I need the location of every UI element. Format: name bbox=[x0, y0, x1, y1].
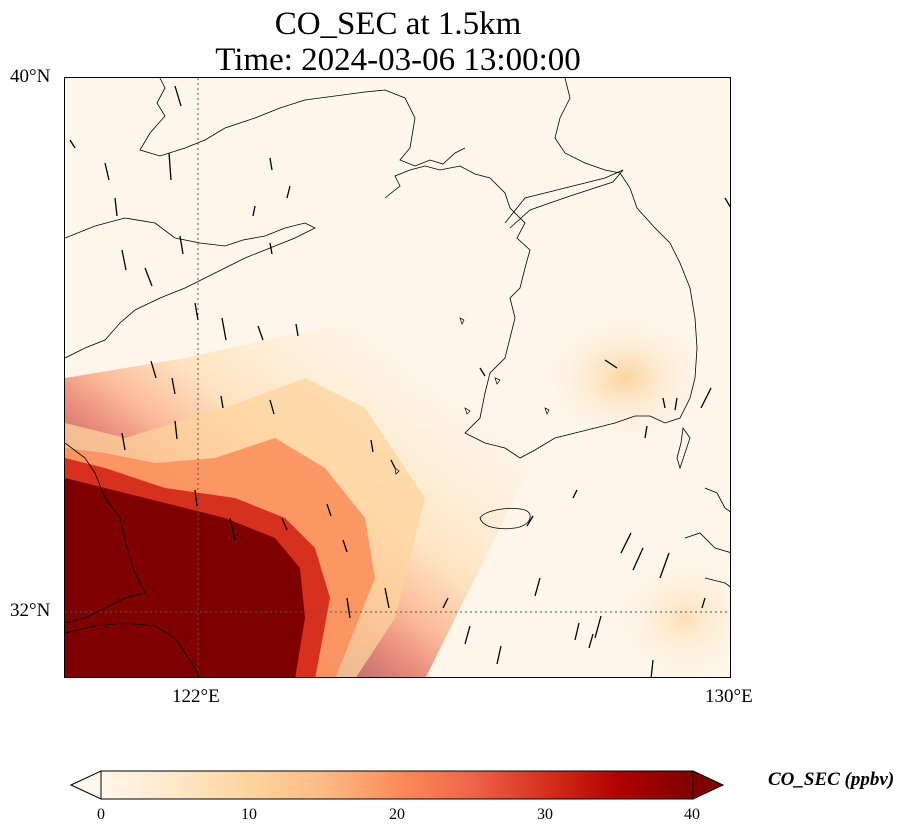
colorbar-tick-20: 20 bbox=[389, 806, 405, 823]
colorbar-tick-30: 30 bbox=[537, 806, 553, 823]
lon-tick-label-122: 122°E bbox=[172, 686, 220, 707]
colorbar-tick-10: 10 bbox=[241, 806, 257, 823]
chart-title-line2: Time: 2024-03-06 13:00:00 bbox=[215, 42, 581, 78]
southeast-warm-area bbox=[605, 548, 730, 677]
lat-tick-label-32: 32°N bbox=[10, 600, 51, 621]
coastlines bbox=[65, 78, 730, 677]
lat-tick-label-40: 40°N bbox=[10, 66, 51, 87]
wind-vectors bbox=[69, 85, 730, 677]
chart-title-line1: CO_SEC at 1.5km bbox=[274, 6, 522, 42]
colorbar-tick-0: 0 bbox=[97, 806, 105, 823]
colorbar-extend-max bbox=[692, 770, 725, 800]
korea-warm-area bbox=[535, 308, 715, 448]
islands bbox=[394, 317, 550, 475]
map-canvas bbox=[65, 78, 730, 677]
map-panel bbox=[64, 77, 731, 678]
colorbar-tick-40: 40 bbox=[684, 806, 700, 823]
lon-tick-label-130: 130°E bbox=[705, 686, 753, 707]
colorbar-extend-min bbox=[70, 770, 102, 800]
plume-core bbox=[65, 478, 305, 677]
colorbar bbox=[70, 770, 725, 800]
colorbar-gradient bbox=[100, 770, 694, 800]
colorbar-label: CO_SEC (ppbv) bbox=[768, 769, 895, 790]
